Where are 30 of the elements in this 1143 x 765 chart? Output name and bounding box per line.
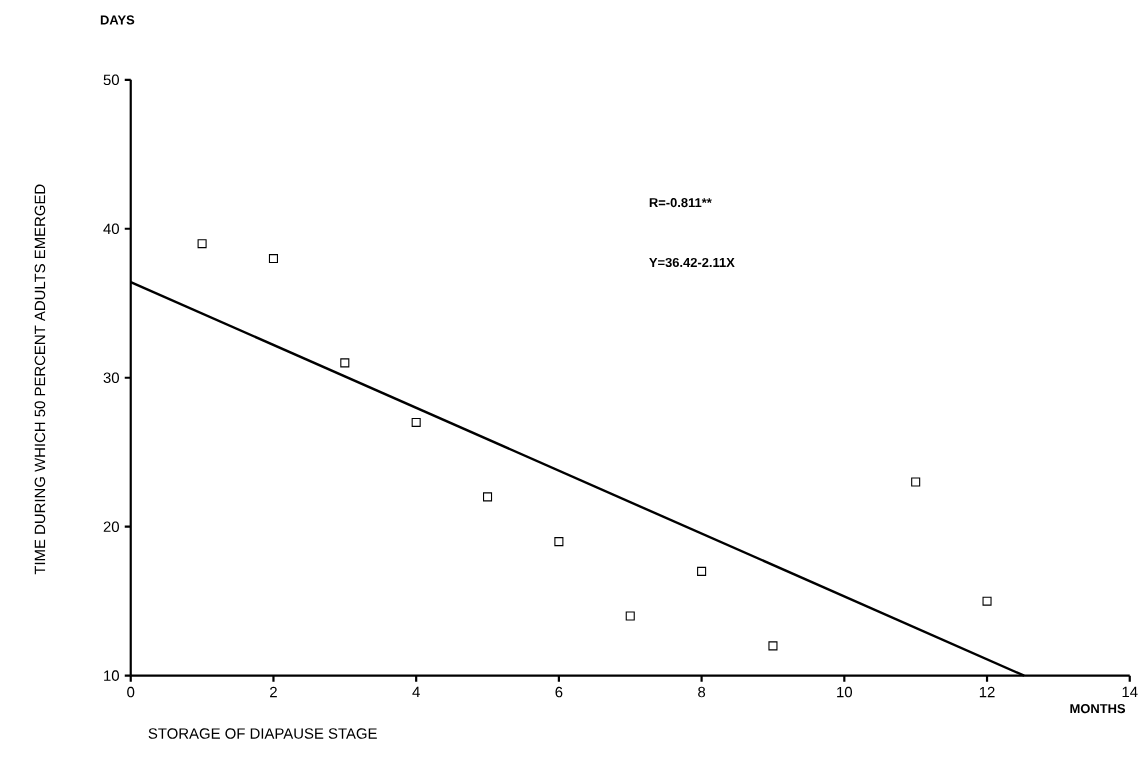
x-tick-label: 0 xyxy=(127,686,135,698)
point xyxy=(340,358,350,368)
x-axis-title: STORAGE OF DIAPAUSE STAGE xyxy=(148,728,377,739)
x-tick-label: 8 xyxy=(698,686,706,698)
point xyxy=(768,641,778,651)
text: DAYS xyxy=(100,15,135,25)
annotation: Y=36.42-2.11X xyxy=(649,257,735,267)
y-tick-label: 20 xyxy=(103,521,119,532)
point xyxy=(197,238,207,248)
x-tick-label: 2 xyxy=(270,686,277,697)
point xyxy=(268,253,278,263)
point xyxy=(411,417,421,427)
y-tick-label: 50 xyxy=(103,74,119,85)
y-tick-label: 10 xyxy=(104,670,119,681)
point xyxy=(982,596,992,606)
point xyxy=(482,492,493,502)
x-tick-label: 12 xyxy=(979,686,995,697)
x-tick-label: 10 xyxy=(837,686,853,698)
x-tick-label: 14 xyxy=(1122,686,1138,697)
annotation: R=-0.811** xyxy=(649,197,712,207)
y-tick-label: 30 xyxy=(103,372,119,383)
y-tick-label: 40 xyxy=(103,223,119,234)
text: MONTHS xyxy=(1070,703,1126,713)
point xyxy=(625,611,635,621)
point xyxy=(697,566,707,576)
x-tick-label: 6 xyxy=(555,686,563,698)
point xyxy=(554,536,564,546)
point xyxy=(911,477,921,487)
y-axis-title: TIME DURING WHICH 50 PERCENT ADULTS EMERGED xyxy=(34,184,46,575)
x-tick-label: 4 xyxy=(412,686,420,697)
